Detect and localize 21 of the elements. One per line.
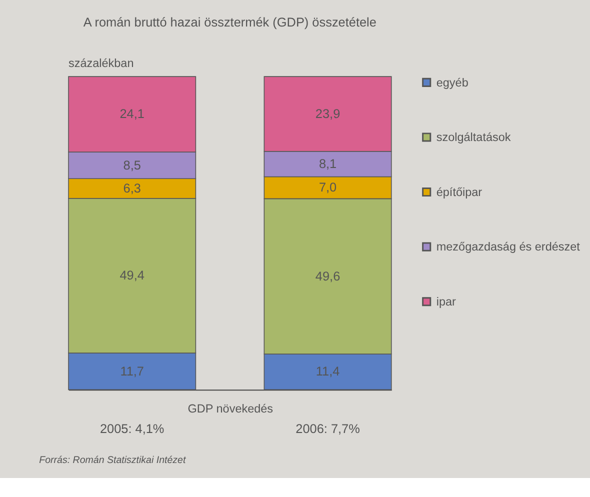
data-label: 8,1 bbox=[318, 156, 337, 172]
data-label: 11,4 bbox=[316, 364, 340, 379]
data-label: 11,7 bbox=[120, 363, 144, 378]
data-label: 6,3 bbox=[123, 180, 141, 196]
data-label: 23,9 bbox=[315, 106, 340, 121]
data-label: 49,4 bbox=[120, 268, 144, 283]
data-label: 8,5 bbox=[123, 157, 141, 172]
legend-label: ipar bbox=[436, 296, 456, 309]
legend-label: szolgáltatások bbox=[436, 131, 511, 144]
legend-label: egyéb bbox=[436, 76, 469, 90]
x-tick-label: 2006: 7,7% bbox=[296, 421, 360, 436]
y-axis-title: százalékban bbox=[68, 56, 134, 70]
legend-label: mezőgazdaság és erdészet bbox=[436, 240, 581, 254]
legend-label: építőipar bbox=[436, 186, 482, 199]
x-axis-title: GDP növekedés bbox=[188, 402, 274, 416]
data-label: 24,1 bbox=[120, 106, 144, 122]
data-label: 49,6 bbox=[315, 268, 340, 284]
text: Forrás: Román Statisztikai Intézet bbox=[39, 455, 187, 466]
x-tick-label: 2005: 4,1% bbox=[100, 421, 164, 436]
chart-title: A román bruttó hazai össztermék (GDP) összetétele bbox=[83, 14, 376, 30]
data-label: 7,0 bbox=[318, 180, 337, 195]
